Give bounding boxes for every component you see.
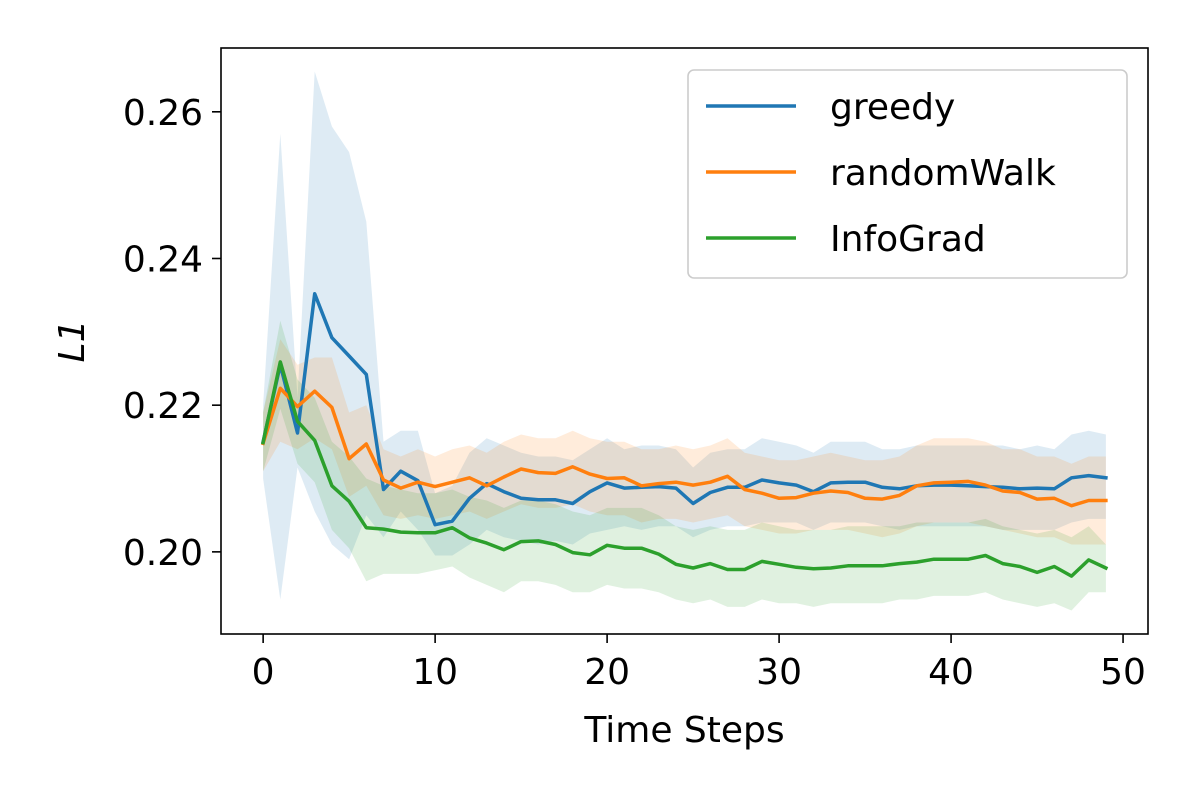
- x-tick-label: 20: [584, 652, 630, 693]
- x-axis-title: Time Steps: [583, 710, 784, 751]
- legend-label-randomwalk: randomWalk: [830, 153, 1056, 194]
- x-tick-label: 50: [1100, 652, 1146, 693]
- band-greedy: [263, 71, 1106, 600]
- legend-frame: [687, 69, 1128, 279]
- series-line-infograd: [261, 360, 1109, 578]
- x-tick-label: 0: [252, 652, 275, 693]
- legend-label-greedy: greedy: [830, 87, 955, 128]
- y-axis-title: L1: [52, 320, 93, 363]
- series-line-greedy: [261, 291, 1108, 527]
- plot-area-frame: [220, 47, 1149, 635]
- y-axis: 0.20 0.22 0.24 0.26: [123, 93, 221, 574]
- y-tick-label: 0.26: [123, 93, 203, 134]
- series-lines: [260, 291, 1109, 578]
- x-axis: 0 10 20 30 40 50: [252, 634, 1146, 693]
- legend: greedy randomWalk InfoGrad: [687, 69, 1128, 279]
- legend-label-infograd: InfoGrad: [830, 219, 986, 260]
- y-tick-label: 0.20: [123, 533, 203, 574]
- x-tick-label: 40: [928, 652, 974, 693]
- y-tick-label: 0.24: [123, 239, 203, 280]
- y-tick-label: 0.22: [123, 386, 203, 427]
- x-tick-label: 10: [412, 652, 458, 693]
- series-line-randomwalk: [260, 386, 1108, 508]
- x-tick-label: 30: [756, 652, 802, 693]
